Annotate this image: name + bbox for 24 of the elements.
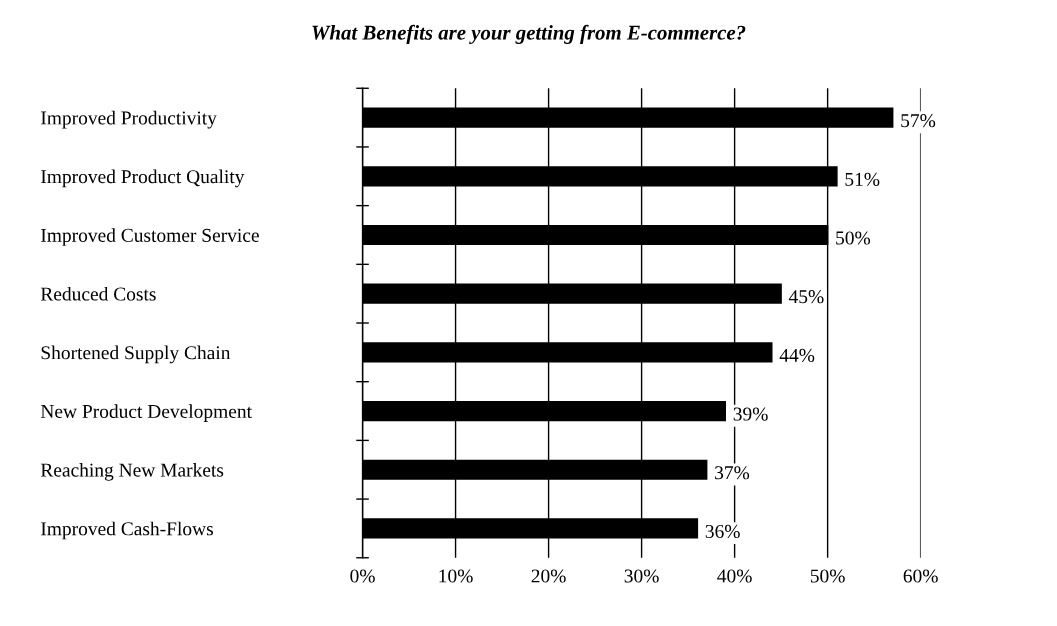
x-tick-label: 40% — [717, 569, 752, 583]
y-tick-label: Reduced Costs — [40, 286, 156, 301]
x-tick-label: 10% — [439, 569, 473, 583]
x-tick-label: 50% — [810, 569, 845, 583]
y-tick-label: Improved Cash-Flows — [41, 521, 213, 540]
y-tick-label: Improved Product Quality — [41, 169, 245, 188]
y-tick-label: Improved Productivity — [41, 110, 217, 129]
y-tick-label: Improved Customer Service — [41, 228, 259, 246]
data-label: 51% — [845, 172, 880, 186]
data-label: 50% — [836, 231, 871, 245]
y-tick-label: New Product Development — [40, 404, 252, 422]
data-label: 37% — [715, 466, 750, 480]
data-label: 45% — [788, 290, 824, 304]
data-label: 44% — [779, 348, 815, 362]
x-tick-label: 0% — [350, 569, 375, 583]
chart-title: What Benefits are your getting from E-commerce? — [312, 24, 746, 45]
y-tick-label: Reaching New Markets — [40, 462, 224, 481]
data-label: 36% — [705, 524, 740, 539]
y-tick-label: Shortened Supply Chain — [41, 345, 231, 364]
x-tick-label: 60% — [903, 569, 938, 583]
data-label: 39% — [733, 407, 768, 421]
x-tick-label: 20% — [531, 569, 566, 583]
data-label: 57% — [901, 114, 936, 128]
x-tick-label: 30% — [624, 569, 659, 583]
